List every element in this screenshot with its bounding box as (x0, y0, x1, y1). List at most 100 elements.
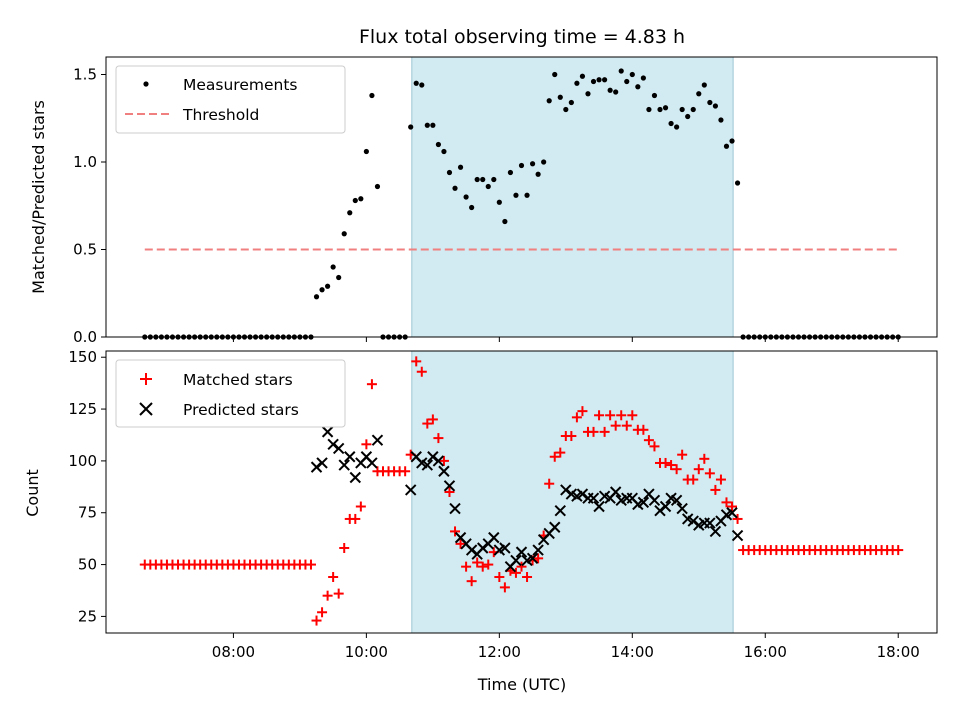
measurement-point (413, 80, 419, 86)
matched-star-point (416, 366, 427, 377)
measurement-point (674, 124, 680, 130)
top-observing-window-shade (411, 56, 734, 338)
matched-star-point (710, 484, 721, 495)
measurement-point (352, 197, 358, 204)
measurement-point (624, 78, 630, 85)
measurement-points (142, 68, 901, 340)
top-x-ticks (232, 337, 899, 342)
predicted-star-point (526, 552, 539, 565)
measurement-point (557, 94, 563, 100)
measurement-point (474, 176, 480, 183)
measurement-point (574, 80, 580, 86)
matched-star-point (693, 464, 704, 475)
measurement-point (513, 192, 519, 198)
measurement-point (529, 161, 536, 167)
bottom-y-tick-label: 50 (78, 556, 97, 574)
matched-star-point (427, 414, 438, 425)
x-tick-label: 10:00 (345, 643, 388, 661)
predicted-star-point (366, 457, 378, 469)
measurement-point (668, 120, 674, 127)
top-panel: 0.0 0.5 1.0 1.5 Matched/Predicted stars Mea… (29, 56, 938, 346)
bottom-panel: 25 50 75 100 125 150 08:00 10:00 12:00 14:00 16:0… (23, 348, 938, 694)
matched-star-point (688, 474, 699, 485)
matched-star-point (588, 426, 599, 437)
matched-star-point (577, 406, 588, 417)
measurement-point (734, 180, 741, 186)
top-y-ticks: 0.0 0.5 1.0 1.5 (73, 66, 106, 346)
measurement-point (696, 91, 702, 97)
matched-star-point (649, 441, 660, 452)
measurement-point (507, 169, 514, 176)
measurement-point (446, 169, 453, 176)
measurement-point (424, 122, 430, 128)
measurement-point (330, 264, 336, 270)
top-y-tick-label: 1.5 (73, 66, 97, 84)
measurement-point (701, 82, 707, 88)
matched-star-point (355, 501, 366, 512)
matched-star-point (516, 561, 527, 572)
predicted-star-point (332, 442, 345, 455)
x-tick-label: 14:00 (611, 643, 654, 661)
matched-star-point (322, 590, 333, 601)
predicted-star-point (593, 500, 605, 513)
bottom-y-tick-label: 150 (68, 348, 97, 366)
matched-star-point (599, 426, 610, 437)
matched-star-point (461, 561, 472, 572)
predicted-star-point (344, 451, 356, 463)
matched-star-point (621, 420, 632, 431)
measurement-point (341, 231, 347, 237)
measurement-point (602, 77, 608, 83)
top-legend-box (115, 65, 346, 134)
matched-star-point (715, 474, 726, 485)
matched-star-point (893, 545, 904, 556)
measurement-point (325, 283, 331, 289)
measurement-point (651, 92, 658, 99)
x-tick-label: 12:00 (478, 643, 521, 661)
predicted-star-point (421, 459, 434, 471)
matched-star-point (616, 410, 627, 421)
measurement-point (441, 148, 447, 155)
matched-star-point (477, 561, 488, 572)
matched-star-point (333, 588, 344, 599)
predicted-star-point (554, 504, 566, 517)
top-y-tick-label: 0.5 (73, 241, 97, 259)
predicted-star-point (670, 494, 683, 507)
measurement-point (358, 196, 364, 202)
bottom-y-axis-label: Count (23, 469, 42, 517)
predicted-star-point (349, 471, 362, 484)
top-y-tick-label: 0.0 (73, 328, 97, 346)
measurement-point (718, 117, 724, 123)
predicted-star-point (648, 494, 661, 507)
matched-star-point (605, 410, 616, 421)
measurement-point (452, 185, 458, 191)
matched-star-point (671, 464, 682, 475)
bottom-x-ticks: 08:00 10:00 12:00 14:00 16:00 18:00 (212, 633, 920, 661)
matched-star-point (555, 447, 566, 458)
measurement-point (585, 91, 591, 97)
measurement-point (640, 75, 646, 81)
matched-star-point (627, 410, 638, 421)
measurement-point (480, 176, 486, 183)
matched-star-point (366, 379, 377, 390)
chart-title: Flux total observing time = 4.83 h (359, 26, 685, 48)
legend-threshold-label: Threshold (182, 106, 259, 124)
bottom-y-ticks: 25 50 75 100 125 150 (68, 348, 106, 625)
measurement-point (469, 204, 475, 211)
matched-star-point (350, 513, 361, 524)
matched-star-point (499, 582, 510, 593)
legend-predicted-label: Predicted stars (183, 401, 299, 419)
predicted-star-point (488, 531, 500, 544)
measurement-point (679, 106, 685, 113)
matched-star-point (594, 410, 605, 421)
predicted-star-point (709, 525, 722, 538)
matched-star-point (610, 420, 621, 431)
matched-star-point (638, 424, 649, 435)
bottom-legend: Matched stars Predicted stars (115, 359, 346, 428)
measurement-point (463, 194, 469, 200)
matched-star-point (450, 526, 461, 537)
measurement-point (313, 294, 320, 300)
measurement-point (419, 82, 425, 88)
measurement-point (496, 199, 502, 205)
top-y-tick-label: 1.0 (73, 153, 97, 171)
measurement-point (319, 287, 325, 293)
